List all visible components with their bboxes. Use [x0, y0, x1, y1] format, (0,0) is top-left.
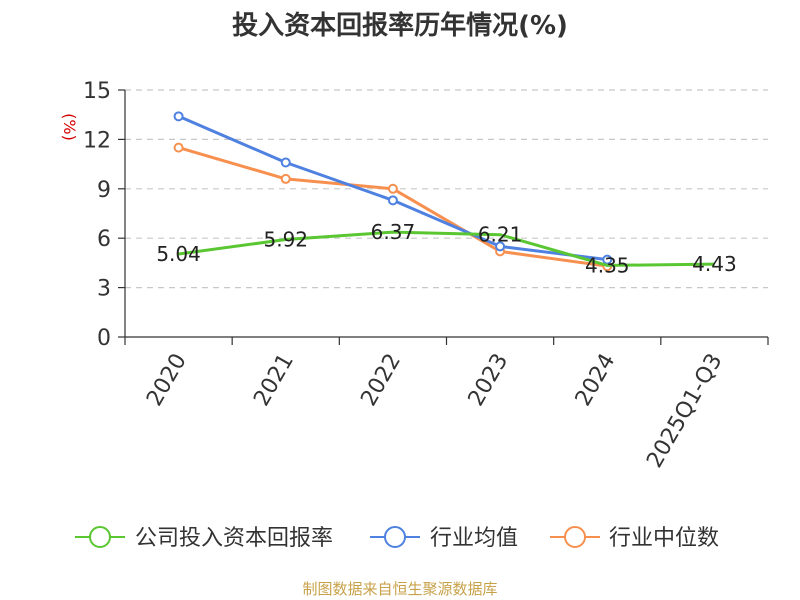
x-tick-labels: 2020 2021 2022 2023 2024 2025Q1-Q3	[142, 350, 727, 473]
x-tick-label: 2020	[142, 350, 192, 411]
legend-item-1: 行业均值	[370, 526, 518, 551]
data-label: 4.35	[585, 253, 630, 277]
legend-label: 行业中位数	[609, 526, 719, 551]
x-tick-label: 2025Q1-Q3	[642, 350, 727, 473]
legend: 公司投入资本回报率 行业均值 行业中位数	[75, 526, 719, 551]
series-point-1	[495, 241, 506, 252]
legend-marker	[384, 526, 406, 548]
chart-title: 投入资本回报率历年情况(%)	[232, 10, 568, 41]
y-tick-label: 0	[97, 326, 111, 351]
y-tick-labels: 0 3 6 9 12 15	[83, 79, 111, 351]
data-label: 5.92	[263, 228, 308, 252]
legend-marker	[89, 526, 111, 548]
axes	[118, 89, 769, 345]
y-tick-label: 9	[97, 178, 111, 203]
x-tick-label: 2023	[464, 350, 514, 411]
y-axis-unit: (%)	[60, 113, 79, 141]
x-tick-label: 2022	[356, 350, 406, 411]
series-point-1	[280, 157, 291, 168]
data-labels: 5.04 5.92 6.37 6.21 4.35 4.43	[156, 220, 736, 277]
data-label: 5.04	[156, 242, 201, 266]
series-line-0	[178, 230, 715, 267]
grid-lines	[125, 89, 768, 289]
series-lines	[173, 111, 715, 272]
y-tick-label: 3	[97, 277, 111, 302]
legend-marker	[564, 526, 586, 548]
y-tick-label: 15	[83, 79, 111, 104]
series-point-1	[387, 195, 398, 206]
series-point-1	[173, 111, 184, 122]
x-tick-label: 2021	[249, 350, 299, 411]
y-tick-label: 12	[83, 128, 111, 153]
legend-item-0: 公司投入资本回报率	[75, 526, 333, 551]
y-tick-label: 6	[97, 227, 111, 252]
legend-label: 公司投入资本回报率	[135, 526, 333, 551]
data-label: 6.21	[478, 223, 523, 247]
series-point-1	[602, 254, 613, 265]
legend-label: 行业均值	[430, 526, 518, 551]
series-point-2	[387, 183, 398, 194]
data-label: 6.37	[371, 220, 416, 244]
x-tick-label: 2024	[571, 350, 621, 411]
series-point-2	[173, 142, 184, 153]
series-point-2	[280, 173, 291, 184]
source-note: 制图数据来自恒生聚源数据库	[302, 580, 497, 598]
data-label: 4.43	[692, 252, 737, 276]
legend-item-2: 行业中位数	[550, 526, 719, 551]
